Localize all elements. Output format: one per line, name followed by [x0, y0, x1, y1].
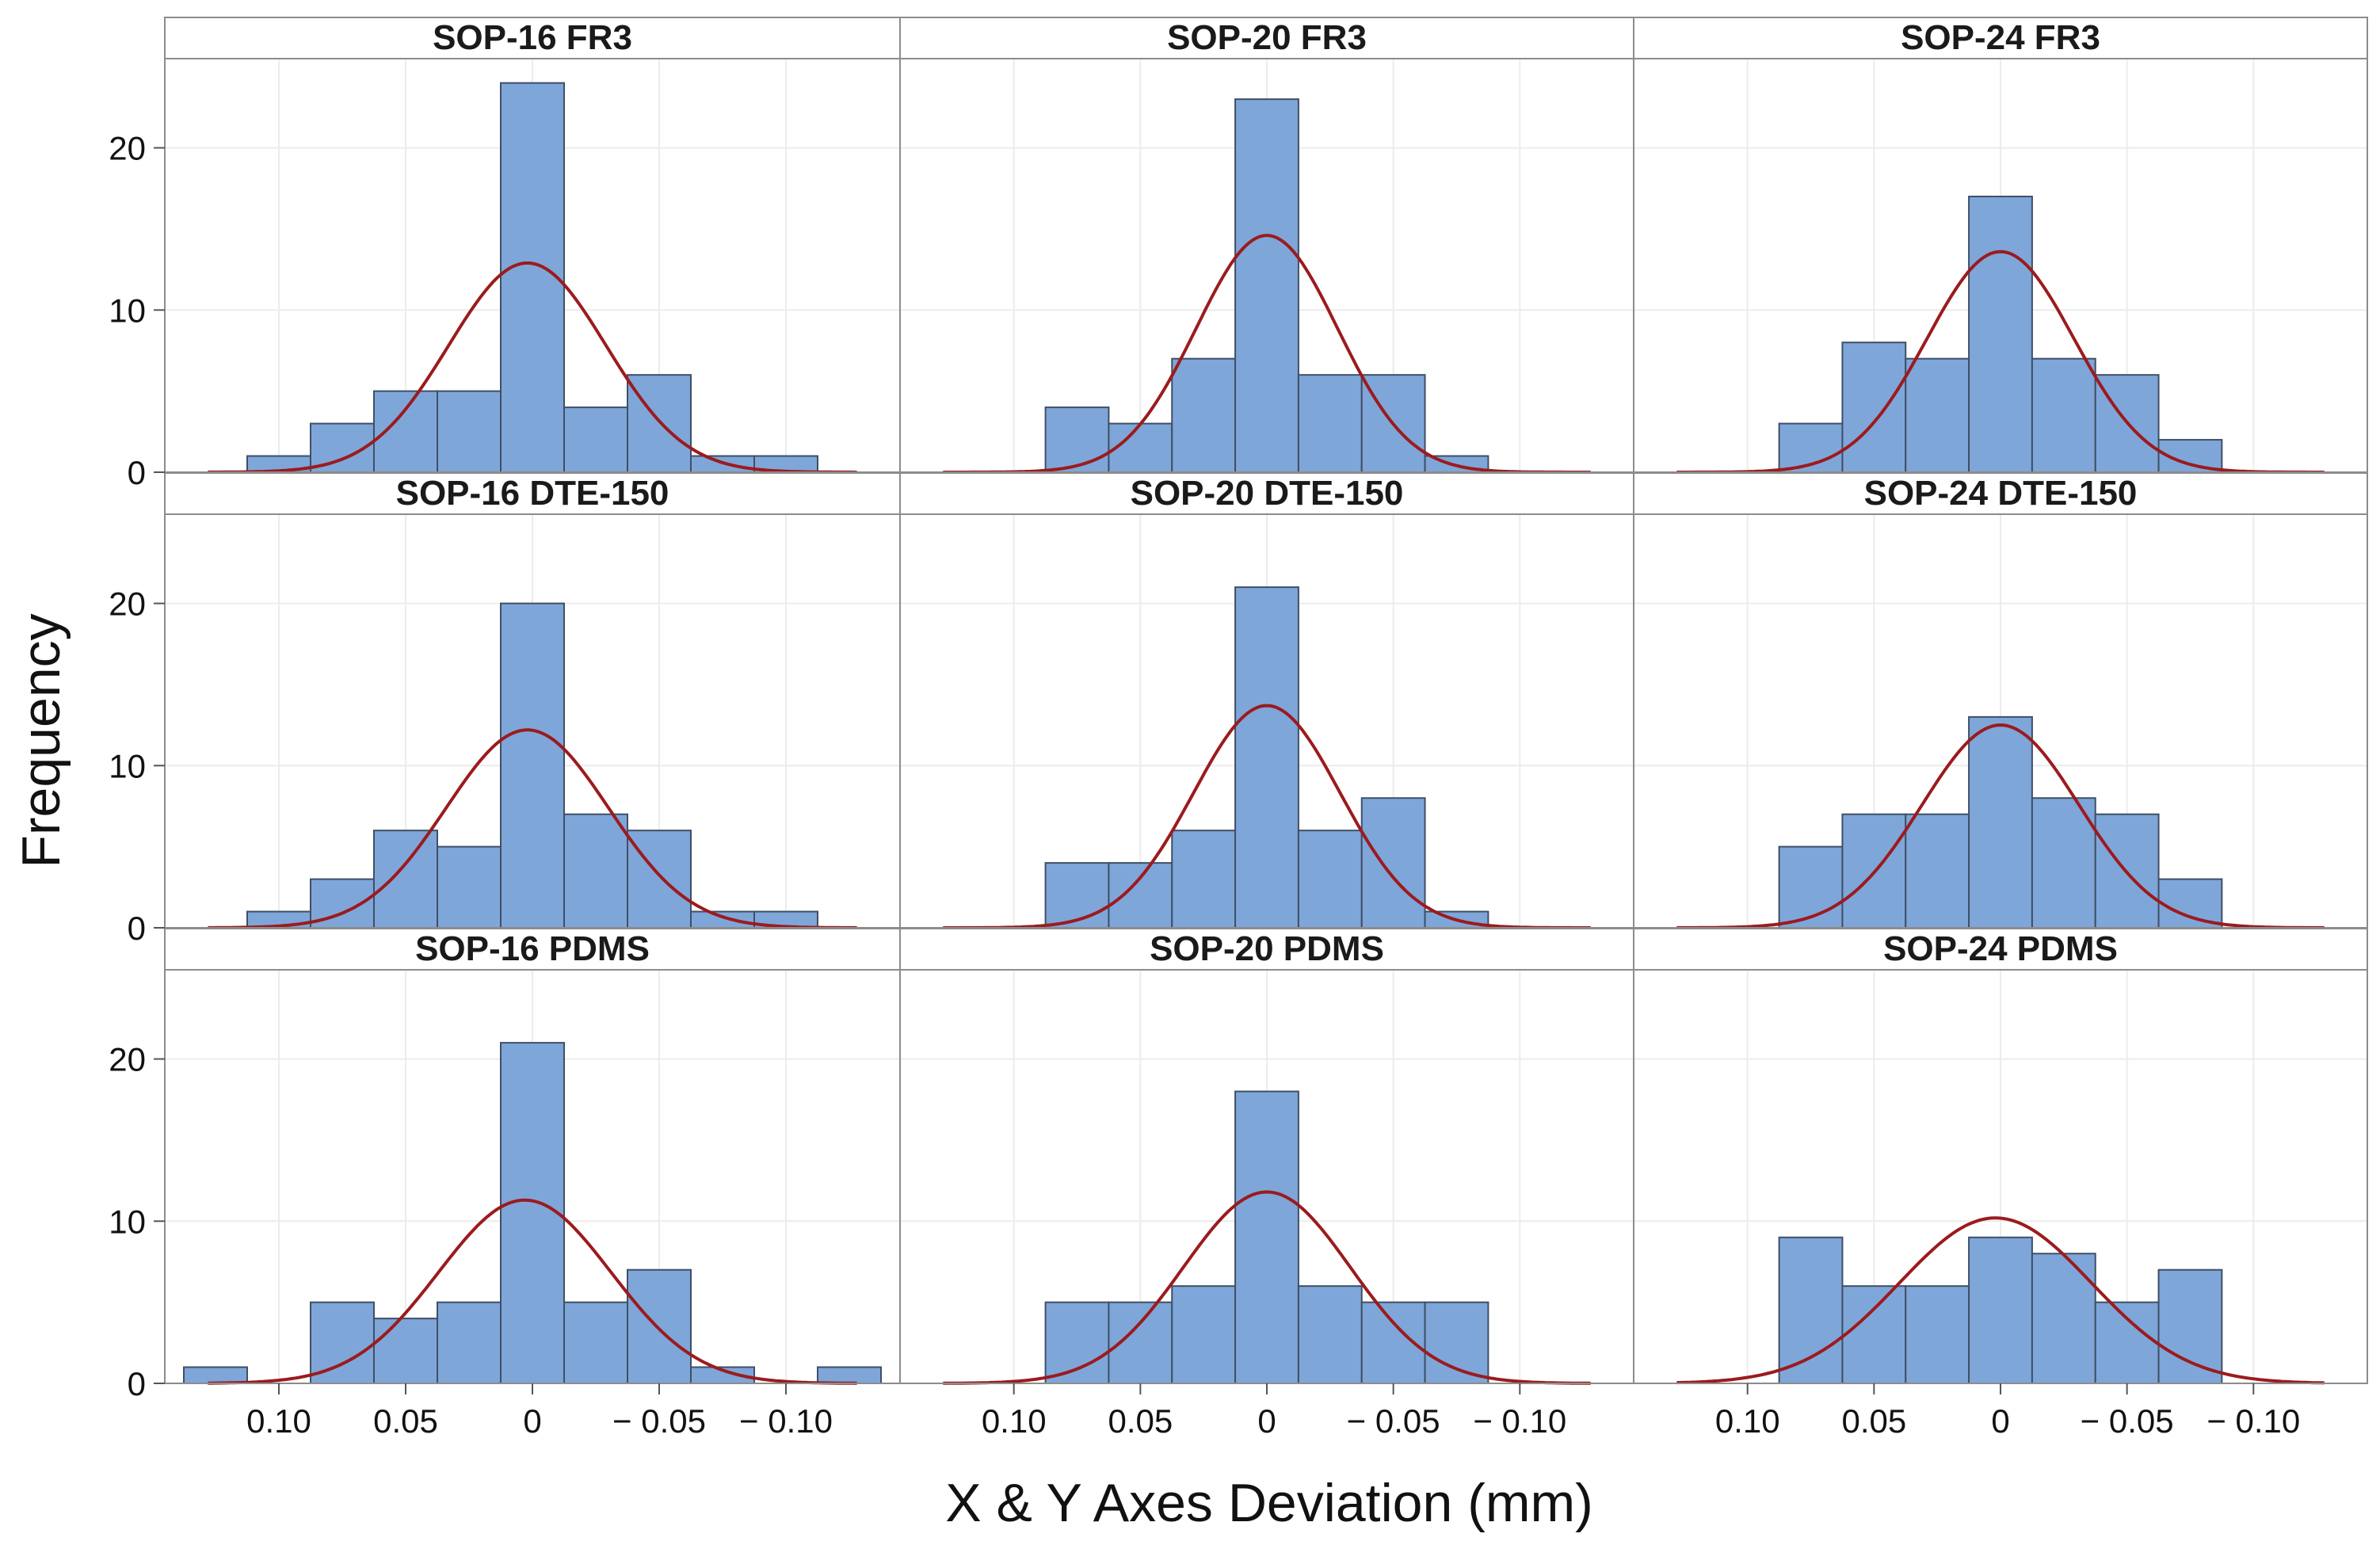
histogram-bar [1171, 357, 1237, 473]
histogram-bar [1044, 1301, 1110, 1385]
histogram-bar [437, 1301, 502, 1385]
histogram-bar [627, 830, 692, 929]
ticks-layer: 0 10 20 0 10 20 0 10 20 0.10 0.05 0 − 0.05 − 0.10 0.10… [109, 130, 2300, 1440]
x-tick-label: 0.05 [373, 1402, 438, 1440]
histogram-bar [373, 830, 438, 929]
histogram-bar [563, 1301, 628, 1385]
x-tick-label: 0.05 [1841, 1402, 1906, 1440]
y-tick-label: 20 [109, 130, 146, 167]
histogram-bar [563, 813, 628, 929]
histogram-bar [1297, 374, 1363, 474]
x-tick-label: 0 [1257, 1402, 1276, 1440]
bars-layer [183, 82, 2223, 1385]
x-tick-label: 0.10 [246, 1402, 311, 1440]
x-tick-label: 0 [523, 1402, 541, 1440]
normal-fit-curve [1676, 250, 2325, 474]
x-tick-label: − 0.05 [1347, 1402, 1440, 1440]
panel-title: SOP-24 FR3 [1901, 18, 2100, 57]
histogram-bar [1108, 862, 1173, 929]
histogram-bar [1171, 1285, 1237, 1385]
y-tick-label: 0 [128, 1365, 146, 1402]
y-tick-label: 0 [128, 454, 146, 491]
histogram-bar [1905, 1285, 1970, 1385]
x-tick-label: 0.10 [1715, 1402, 1780, 1440]
panel-title: SOP-20 FR3 [1167, 18, 1367, 57]
y-tick-label: 10 [109, 292, 146, 329]
y-tick-label: 20 [109, 586, 146, 623]
x-axis-title: X & Y Axes Deviation (mm) [945, 1473, 1593, 1533]
histogram-bar [2157, 1268, 2223, 1385]
histogram-bar [2031, 1253, 2096, 1385]
x-tick-label: − 0.05 [612, 1402, 706, 1440]
histogram-bar [500, 82, 565, 474]
histogram-bar [1841, 1285, 1907, 1385]
panel-title: SOP-16 PDMS [415, 929, 650, 968]
histogram-bar [563, 406, 628, 474]
normal-fit-curve [943, 1190, 1591, 1385]
normal-fit-curve [1676, 723, 2325, 929]
histogram-bar [1968, 1236, 2033, 1384]
x-tick-label: − 0.10 [739, 1402, 833, 1440]
histogram-bar [1360, 797, 1426, 929]
panel-title: SOP-24 PDMS [1883, 929, 2118, 968]
histogram-bar [2031, 357, 2096, 473]
normal-fit-curve [208, 1198, 857, 1385]
panel-title: SOP-24 DTE-150 [1864, 474, 2138, 513]
histogram-bar [1044, 862, 1110, 929]
histogram-bar [500, 602, 565, 929]
histogram-bar [1968, 715, 2033, 929]
histogram-bar [627, 374, 692, 474]
histogram-bar [1968, 196, 2033, 473]
y-tick-label: 10 [109, 747, 146, 784]
histogram-bar [437, 845, 502, 929]
histogram-bar [1905, 813, 1970, 929]
histogram-bar [1234, 586, 1299, 929]
panel-title: SOP-16 DTE-150 [396, 474, 669, 513]
x-tick-label: − 0.05 [2081, 1402, 2174, 1440]
x-tick-label: 0 [1991, 1402, 2009, 1440]
normal-fit-curve [208, 261, 857, 474]
normal-fit-curve [1676, 1216, 2325, 1385]
histogram-bar [373, 1318, 438, 1385]
histogram-bar [817, 1366, 882, 1385]
y-tick-label: 0 [128, 910, 146, 947]
histogram-bar [1297, 830, 1363, 929]
histogram-bar [1171, 830, 1237, 929]
panel-title: SOP-16 FR3 [433, 18, 632, 57]
y-tick-label: 20 [109, 1041, 146, 1078]
histogram-bar [627, 1268, 692, 1385]
histogram-bar [1778, 1236, 1844, 1384]
histogram-bar [1297, 1285, 1363, 1385]
histogram-bar [1044, 406, 1110, 474]
histogram-bar [1778, 845, 1844, 929]
histogram-bar [1841, 341, 1907, 473]
histogram-bar [1424, 1301, 1489, 1385]
histogram-bar [1234, 1090, 1299, 1384]
histogram-bar [2157, 878, 2223, 929]
histogram-bar [437, 390, 502, 474]
x-tick-label: − 0.10 [1473, 1402, 1566, 1440]
histogram-bar [1905, 357, 1970, 473]
histogram-bar [183, 1366, 248, 1385]
y-tick-label: 10 [109, 1203, 146, 1240]
frame-layer [164, 17, 2368, 1384]
x-tick-label: 0.05 [1108, 1402, 1173, 1440]
titles-layer: SOP-16 FR3 SOP-20 FR3 SOP-24 FR3 SOP-16 DTE… [396, 18, 2138, 968]
y-axis-title: Frequency [11, 613, 71, 868]
x-tick-label: 0.10 [982, 1402, 1047, 1440]
normal-fit-curve [208, 728, 857, 929]
histogram-bar [2094, 1301, 2160, 1385]
histogram-bar [500, 1042, 565, 1385]
histogram-bar [690, 910, 755, 929]
panel-title: SOP-20 PDMS [1150, 929, 1384, 968]
x-tick-label: − 0.10 [2206, 1402, 2300, 1440]
normal-fit-curve [943, 704, 1591, 929]
panel-title: SOP-20 DTE-150 [1131, 474, 1404, 513]
histogram-bar [1234, 98, 1299, 473]
normal-fit-curve [943, 234, 1591, 474]
